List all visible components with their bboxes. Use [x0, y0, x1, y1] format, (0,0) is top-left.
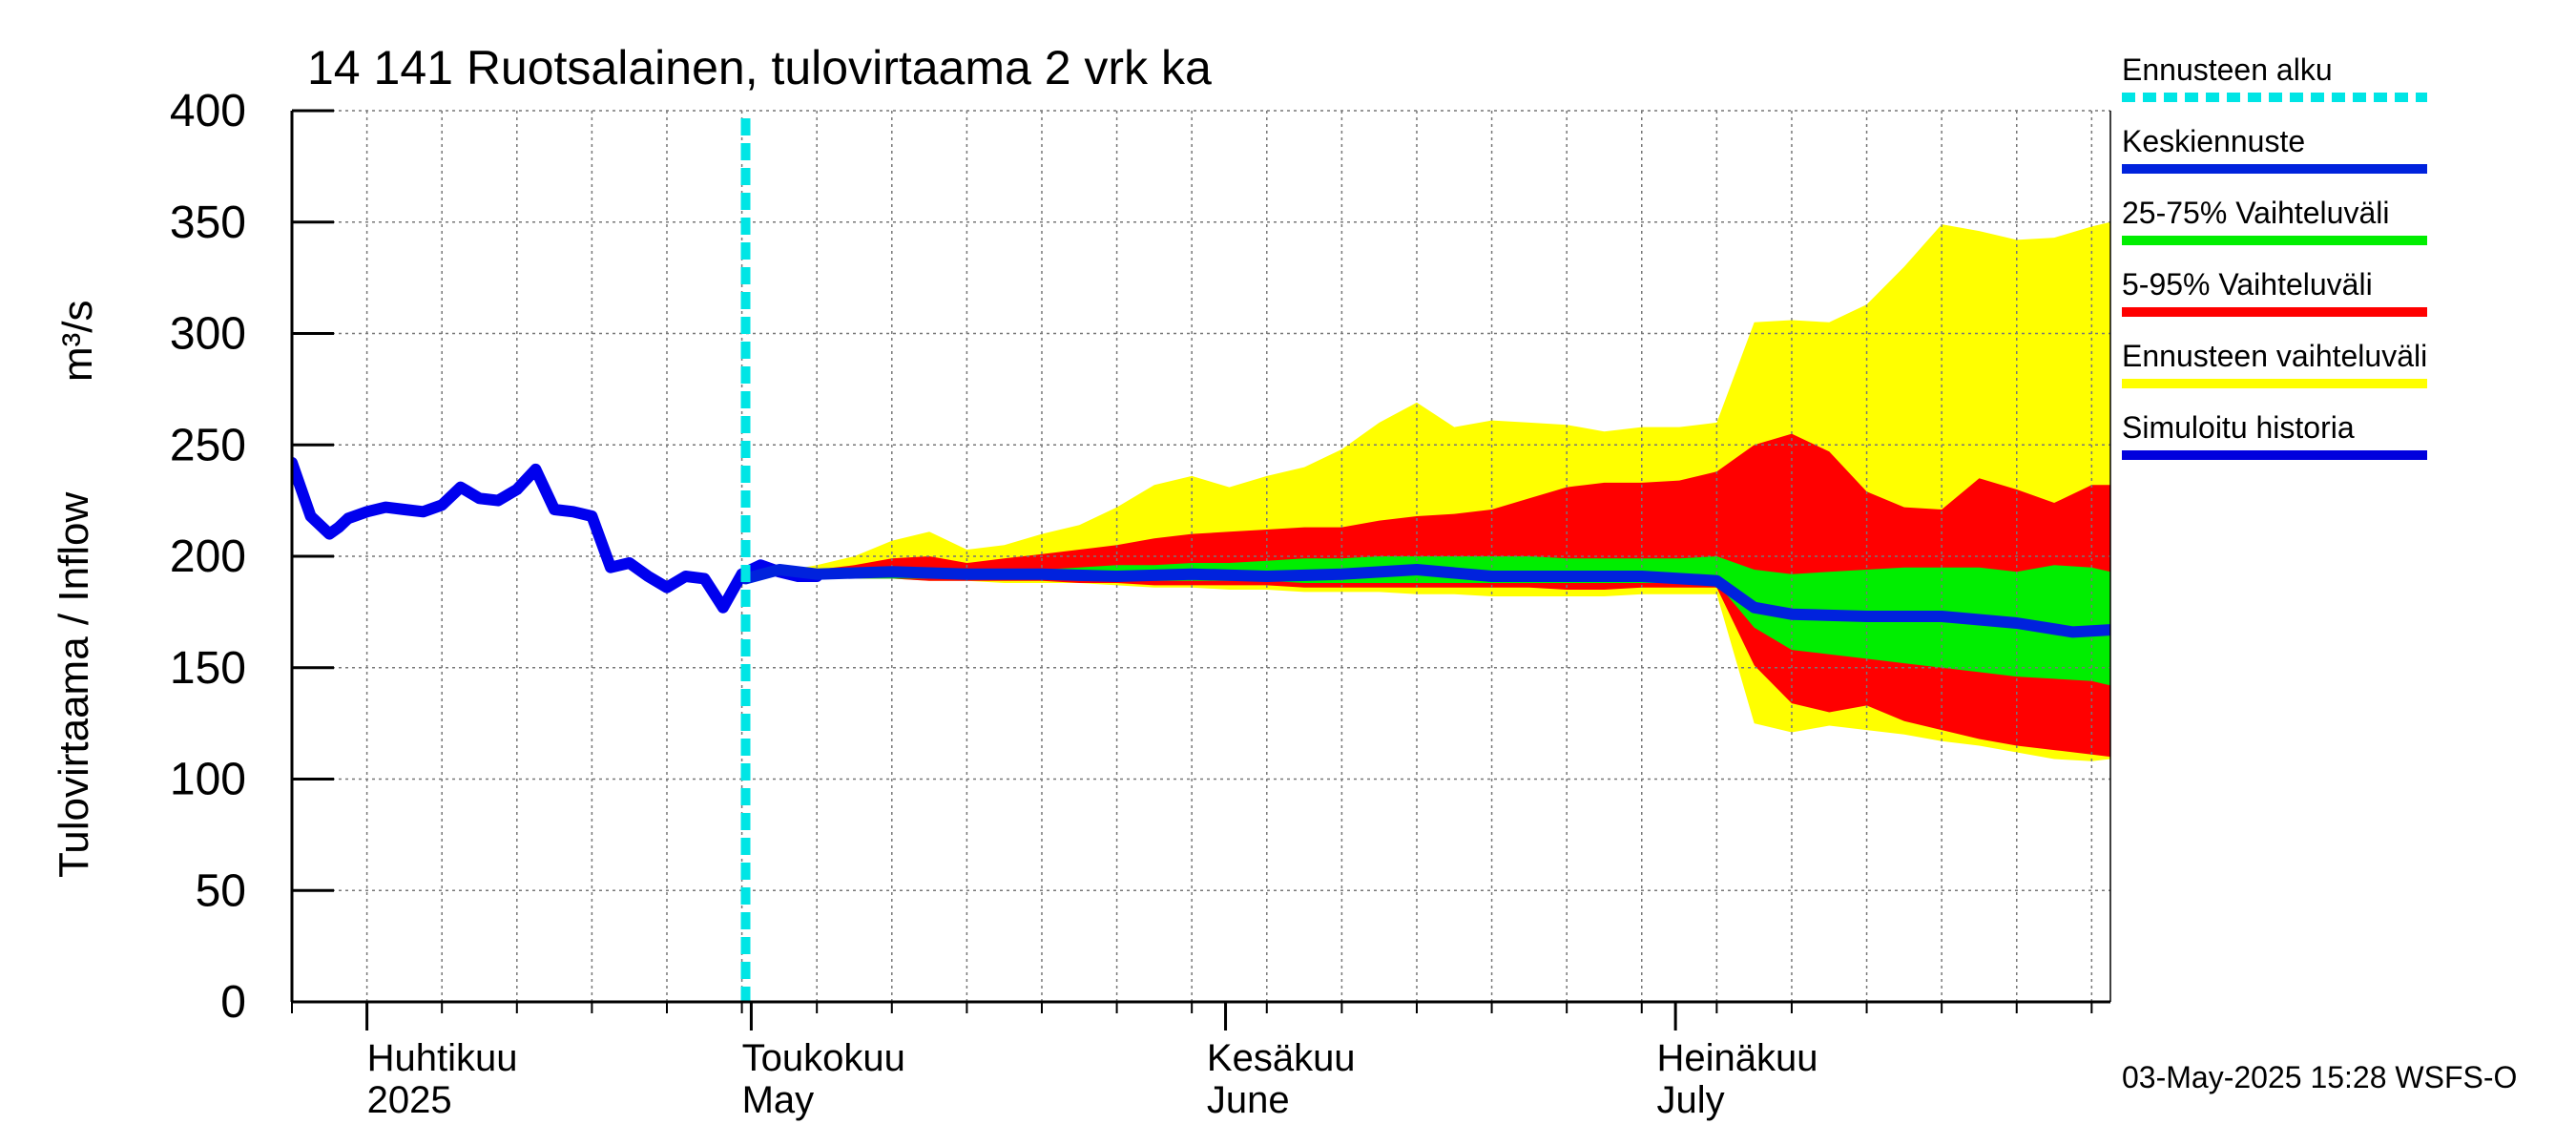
y-tick-label: 150 — [170, 643, 246, 694]
month-label-fi: Huhtikuu — [367, 1037, 518, 1079]
y-tick-label: 300 — [170, 309, 246, 360]
y-tick-label: 200 — [170, 531, 246, 582]
band-3 — [779, 556, 2110, 686]
legend-label-5: Ennusteen vaihteluväli — [2122, 339, 2427, 373]
axes — [290, 109, 2111, 1030]
bands-group — [779, 221, 2110, 761]
y-tick-label: 350 — [170, 198, 246, 248]
y-tick-labels: 0 50 100 150 200 250 300 350 400 — [170, 86, 246, 1028]
legend-label-6: Simuloitu historia — [2122, 410, 2355, 445]
month-label-en: July — [1656, 1079, 1724, 1121]
y-axis-unit: m³/s — [54, 300, 101, 382]
legend-label-4: 5-95% Vaihteluväli — [2122, 267, 2373, 302]
y-tick-label: 100 — [170, 755, 246, 805]
month-label-fi: Toukokuu — [742, 1037, 905, 1079]
month-label-fi: Kesäkuu — [1207, 1037, 1356, 1079]
series-lines — [292, 118, 2110, 1002]
y-axis-label: Tulovirtaama / Inflow — [51, 491, 97, 878]
legend-label-2: Keskiennuste — [2122, 124, 2305, 158]
timestamp: 03-May-2025 15:28 WSFS-O — [2122, 1060, 2517, 1094]
legend: Ennusteen alku Keskiennuste 25-75% Vaihtel… — [2122, 52, 2427, 460]
month-label-en: June — [1207, 1079, 1290, 1121]
grid — [291, 110, 2110, 1002]
y-tick-label: 0 — [220, 977, 246, 1028]
y-tick-label: 250 — [170, 420, 246, 470]
y-tick-label: 50 — [196, 865, 246, 916]
chart-title: 14 141 Ruotsalainen, tulovirtaama 2 vrk … — [307, 41, 1212, 94]
band-2 — [779, 433, 2110, 758]
legend-label-3: 25-75% Vaihteluväli — [2122, 196, 2389, 230]
month-label-fi: Heinäkuu — [1656, 1037, 1818, 1079]
month-label-en: May — [742, 1079, 815, 1121]
y-tick-label: 400 — [170, 86, 246, 136]
month-label-en: 2025 — [367, 1079, 452, 1121]
series-line-2 — [739, 564, 2110, 638]
legend-label-1: Ennusteen alku — [2122, 52, 2333, 87]
series-line-1 — [292, 456, 823, 614]
